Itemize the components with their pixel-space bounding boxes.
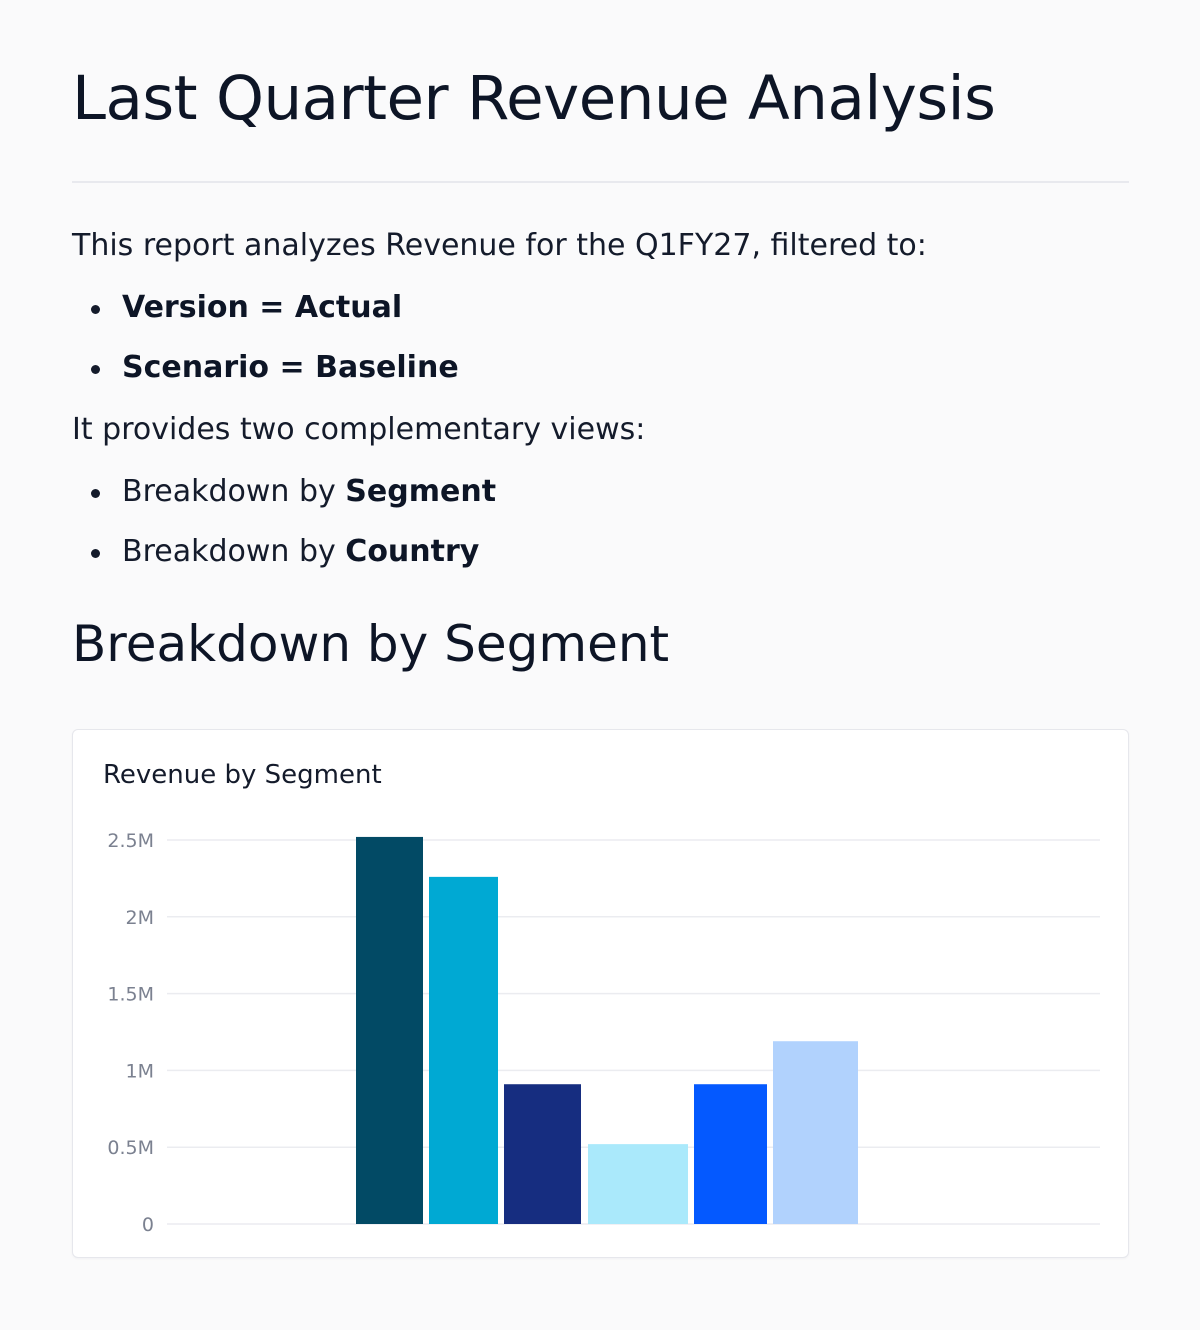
y-tick-label: 1.5M bbox=[107, 984, 154, 1006]
y-tick-label: 0.5M bbox=[107, 1137, 154, 1159]
views-list: Breakdown by Segment Breakdown by Countr… bbox=[72, 472, 496, 592]
bar[interactable] bbox=[504, 1084, 581, 1224]
y-tick-label: 2.5M bbox=[107, 830, 154, 852]
view-prefix: Breakdown by bbox=[122, 474, 346, 509]
bar[interactable] bbox=[694, 1084, 767, 1224]
filter-label: Scenario bbox=[122, 350, 270, 385]
bar[interactable] bbox=[429, 876, 498, 1224]
report-intro: This report analyzes Revenue for the Q1F… bbox=[72, 228, 927, 263]
view-item-segment: Breakdown by Segment bbox=[72, 472, 496, 512]
title-divider bbox=[72, 181, 1129, 183]
bar[interactable] bbox=[773, 1041, 858, 1224]
filter-operator: = bbox=[279, 350, 305, 385]
filter-operator: = bbox=[259, 290, 285, 325]
section-title: Breakdown by Segment bbox=[72, 615, 670, 673]
filter-value: Actual bbox=[294, 290, 403, 325]
filter-item-version: Version = Actual bbox=[72, 288, 459, 328]
view-emphasis: Country bbox=[345, 534, 480, 569]
bar[interactable] bbox=[588, 1144, 688, 1224]
view-item-country: Breakdown by Country bbox=[72, 532, 496, 572]
view-prefix: Breakdown by bbox=[122, 534, 346, 569]
page-title: Last Quarter Revenue Analysis bbox=[72, 63, 996, 134]
filter-item-scenario: Scenario = Baseline bbox=[72, 348, 459, 388]
filter-list: Version = Actual Scenario = Baseline bbox=[72, 288, 459, 408]
chart-title: Revenue by Segment bbox=[103, 760, 382, 790]
revenue-by-segment-chart: 0 0.5M 1M 1.5M 2M 2.5M bbox=[107, 830, 1100, 1236]
y-tick-label: 1M bbox=[126, 1060, 154, 1082]
y-tick-label: 2M bbox=[126, 907, 154, 929]
bar[interactable] bbox=[356, 836, 423, 1224]
filter-value: Baseline bbox=[315, 350, 459, 385]
filter-label: Version bbox=[122, 290, 249, 325]
chart-card: Revenue by Segment 0 0.5M 1M 1.5M 2M 2.5M bbox=[72, 729, 1129, 1258]
view-emphasis: Segment bbox=[345, 474, 497, 509]
views-intro: It provides two complementary views: bbox=[72, 412, 646, 447]
y-tick-label: 0 bbox=[142, 1214, 154, 1236]
